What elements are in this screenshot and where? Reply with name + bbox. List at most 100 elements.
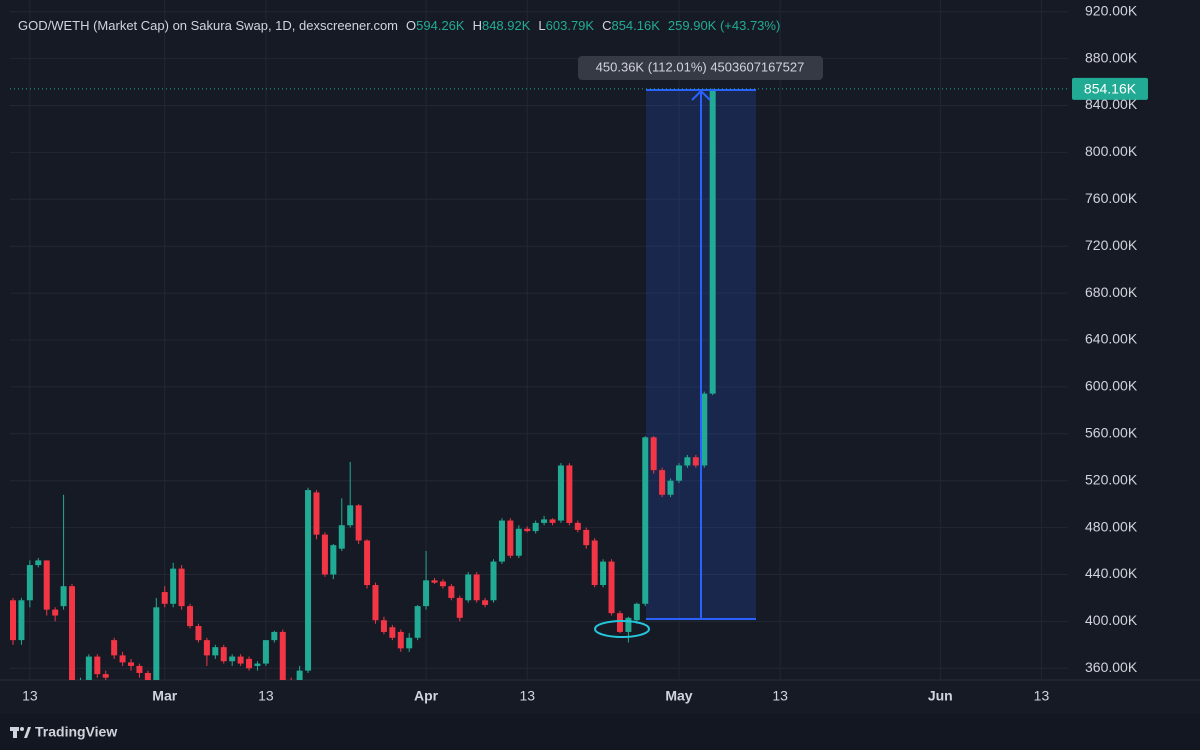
candle-body bbox=[18, 600, 25, 641]
candle-body bbox=[675, 465, 682, 481]
candle-body bbox=[187, 606, 194, 627]
candle-body bbox=[439, 581, 446, 587]
candle-body bbox=[456, 597, 463, 618]
candle-body bbox=[355, 505, 362, 541]
candle-body bbox=[541, 519, 548, 523]
x-tick-label: May bbox=[665, 688, 692, 704]
candle-body bbox=[608, 561, 615, 614]
x-tick-label: 13 bbox=[772, 688, 788, 704]
legend-key: C bbox=[602, 18, 612, 33]
candle-body bbox=[372, 585, 379, 621]
x-tick-label: Jun bbox=[928, 688, 953, 704]
candle-body bbox=[254, 663, 261, 666]
candle-body bbox=[144, 672, 151, 680]
candle-body bbox=[616, 613, 623, 632]
candle-body bbox=[600, 561, 607, 586]
highlight-ellipse bbox=[594, 620, 650, 638]
candle-body bbox=[524, 528, 531, 532]
legend-value: 854.16K bbox=[611, 18, 660, 33]
candle-body bbox=[465, 574, 472, 601]
candle-body bbox=[313, 492, 320, 535]
candle-body bbox=[684, 457, 691, 466]
candle-body bbox=[60, 586, 67, 607]
candle-body bbox=[701, 393, 708, 466]
candle-body bbox=[52, 609, 59, 616]
x-tick-label: 13 bbox=[519, 688, 535, 704]
y-tick-label: 880.00K bbox=[1085, 49, 1138, 65]
candle-body bbox=[574, 522, 581, 530]
candle-body bbox=[591, 540, 598, 586]
candle-body bbox=[423, 580, 430, 607]
candle-body bbox=[642, 437, 649, 604]
y-tick-label: 480.00K bbox=[1085, 518, 1138, 534]
legend-value: 603.79K bbox=[545, 18, 595, 33]
candle-body bbox=[170, 568, 177, 604]
y-tick-label: 840.00K bbox=[1085, 96, 1138, 112]
candle-body bbox=[380, 620, 387, 632]
candle-body bbox=[566, 465, 573, 523]
candle-body bbox=[136, 665, 143, 673]
y-tick-label: 440.00K bbox=[1085, 565, 1138, 581]
candle-body bbox=[262, 640, 269, 664]
candle-body bbox=[431, 580, 438, 583]
candles bbox=[10, 88, 716, 680]
candle-body bbox=[178, 568, 185, 607]
candle-body bbox=[583, 529, 590, 546]
candle-body bbox=[515, 528, 522, 556]
legend: GOD/WETH (Market Cap) on Sakura Swap, 1D… bbox=[18, 18, 780, 33]
y-tick-label: 640.00K bbox=[1085, 331, 1138, 347]
candle-body bbox=[406, 637, 413, 649]
legend-value: 848.92K bbox=[481, 18, 531, 33]
candle-body bbox=[338, 525, 345, 549]
candle-body bbox=[709, 88, 716, 394]
candle-body bbox=[625, 617, 632, 632]
candle-body bbox=[330, 545, 337, 575]
title: GOD/WETH (Market Cap) on Sakura Swap, 1D… bbox=[18, 18, 399, 33]
candle-body bbox=[195, 626, 202, 641]
candle-body bbox=[490, 561, 497, 601]
candle-body bbox=[10, 600, 16, 641]
candle-body bbox=[246, 658, 253, 669]
y-tick-label: 720.00K bbox=[1085, 237, 1138, 253]
candle-body bbox=[347, 505, 354, 526]
y-tick-label: 680.00K bbox=[1085, 284, 1138, 300]
x-tick-label: 13 bbox=[258, 688, 274, 704]
y-tick-label: 400.00K bbox=[1085, 612, 1138, 628]
measure-arrowhead bbox=[691, 89, 711, 101]
candle-body bbox=[397, 631, 404, 649]
candle-body bbox=[153, 607, 160, 680]
candle-body bbox=[94, 656, 101, 675]
y-tick-label: 520.00K bbox=[1085, 471, 1138, 487]
candle-body bbox=[102, 674, 109, 678]
legend-value: 594.26K bbox=[416, 18, 465, 33]
y-tick-label: 360.00K bbox=[1085, 659, 1138, 675]
legend-key: H bbox=[472, 18, 482, 33]
candle-body bbox=[482, 600, 489, 605]
x-tick-label: 13 bbox=[22, 688, 38, 704]
candle-body bbox=[279, 631, 286, 680]
candle-body bbox=[43, 560, 50, 610]
candle-body bbox=[650, 437, 657, 471]
candle-body bbox=[473, 574, 480, 601]
x-tick-label: 13 bbox=[1034, 688, 1050, 704]
footer-bar bbox=[0, 714, 1200, 750]
candle-body bbox=[203, 640, 210, 656]
candle-body bbox=[237, 656, 244, 664]
candle-body bbox=[557, 465, 564, 521]
candle-body bbox=[271, 631, 278, 641]
candle-body bbox=[498, 520, 505, 562]
candle-body bbox=[321, 534, 328, 575]
candle-body bbox=[212, 647, 219, 656]
candle-body bbox=[229, 656, 236, 662]
candle-body bbox=[220, 647, 227, 662]
candle-body bbox=[549, 519, 556, 523]
legend-key: L bbox=[538, 18, 546, 33]
candle-body bbox=[633, 603, 640, 621]
x-tick-label: Mar bbox=[152, 688, 177, 704]
last-price-label: 854.16K bbox=[1084, 81, 1137, 97]
candle-body bbox=[161, 592, 168, 604]
candle-body bbox=[364, 540, 371, 586]
y-tick-label: 600.00K bbox=[1085, 378, 1138, 394]
